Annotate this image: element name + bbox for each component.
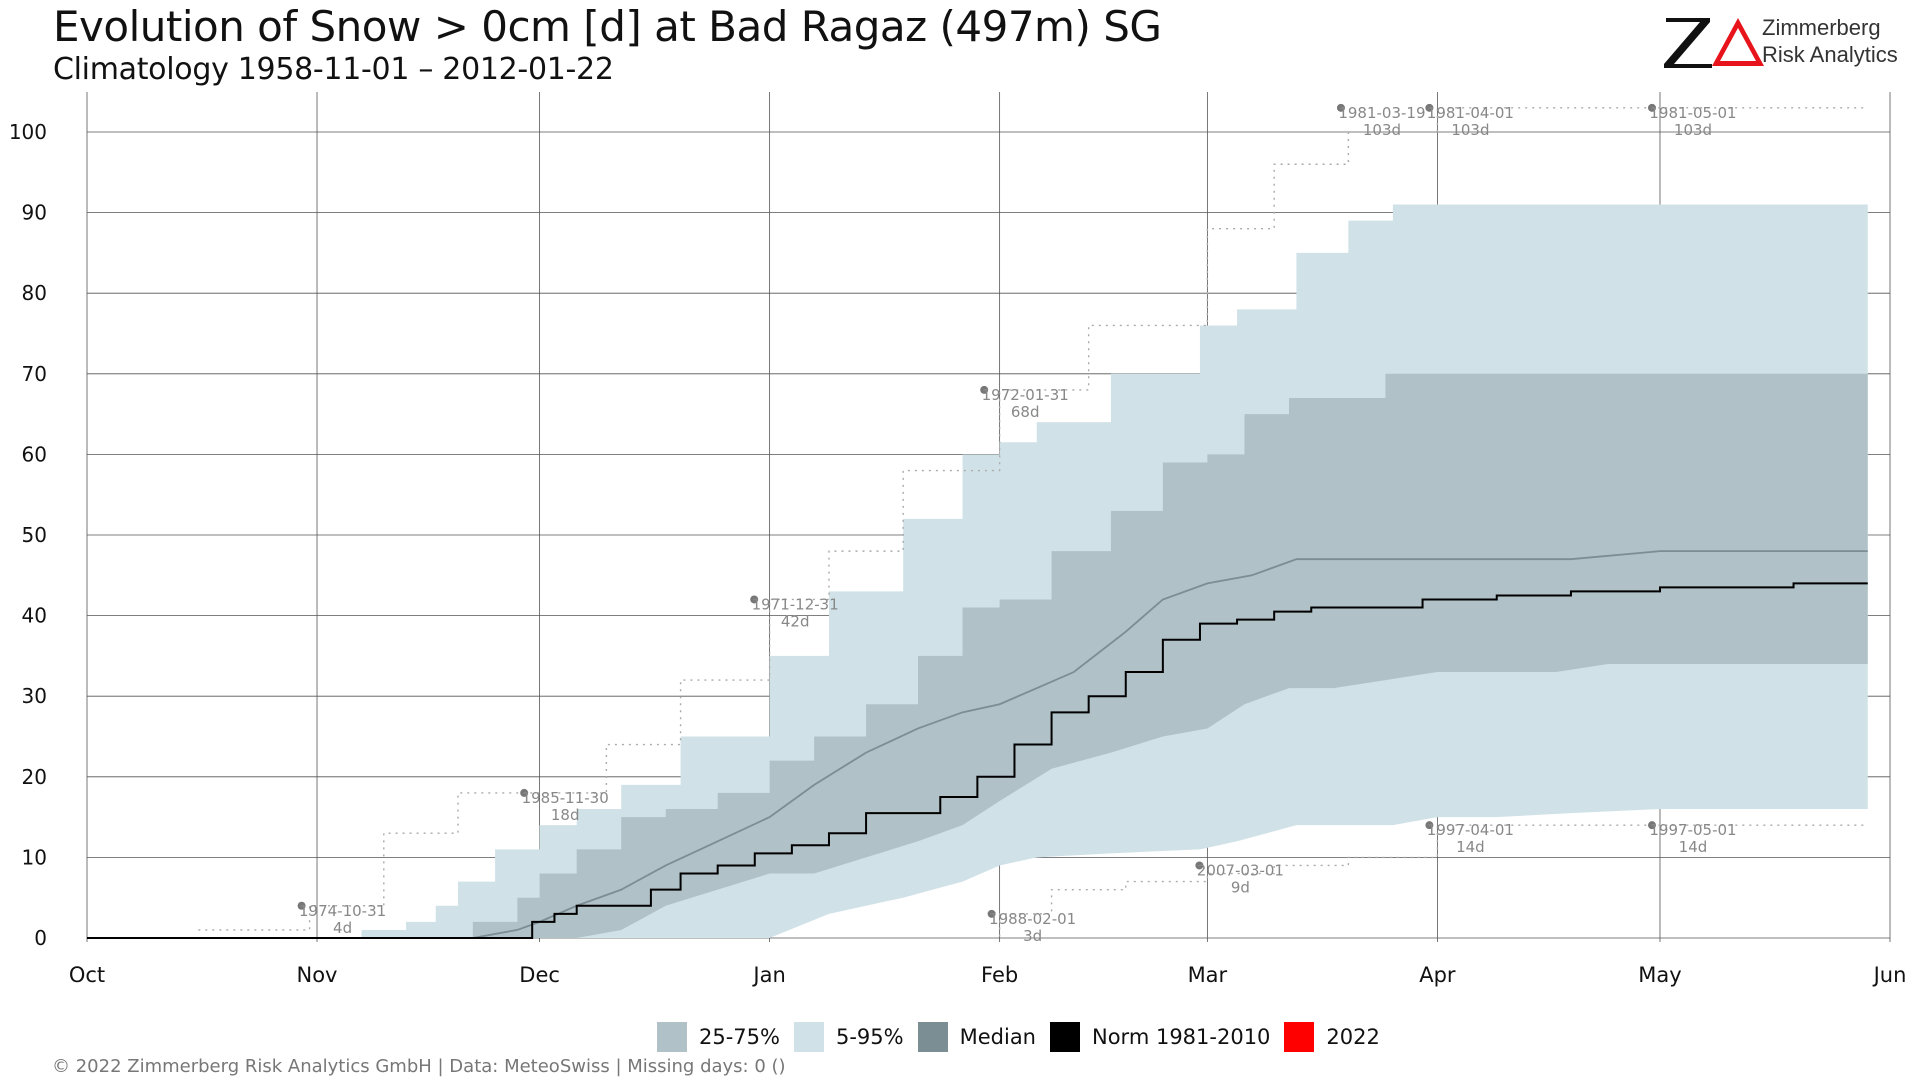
median-line <box>87 550 1868 939</box>
annotation-date: 2007-03-01 <box>1197 861 1284 879</box>
y-tick-label: 10 <box>22 845 47 869</box>
x-tick-label: Jan <box>751 963 785 987</box>
norm-line <box>87 582 1868 939</box>
annotation-dot <box>1425 103 1434 112</box>
annotation-date: 1985-11-30 <box>522 789 609 807</box>
percentile-bands <box>87 204 1868 939</box>
y-tick-label: 20 <box>22 765 47 789</box>
annotation-dot <box>1195 861 1204 870</box>
legend: 25-75% 5-95% Median Norm 1981-2010 2022 <box>657 1020 1394 1054</box>
footer-credits: © 2022 Zimmerberg Risk Analytics GmbH | … <box>52 1056 786 1077</box>
annotation-date: 1981-05-01 <box>1649 104 1736 122</box>
zimmerberg-logo-icon <box>1664 18 1764 68</box>
y-tick-label: 50 <box>22 523 47 547</box>
x-tick-label: Dec <box>519 963 560 987</box>
annotation-dot <box>1336 103 1345 112</box>
annotation-value: 103d <box>1451 121 1489 139</box>
legend-label: 2022 <box>1326 1025 1380 1049</box>
extreme-lines <box>198 107 1868 939</box>
annotation-value: 68d <box>1011 403 1040 421</box>
legend-swatch <box>917 1022 948 1052</box>
annotation-dot <box>987 909 996 918</box>
annotation-value: 18d <box>551 806 580 824</box>
annotation-value: 14d <box>1456 838 1485 856</box>
legend-item: 2022 <box>1284 1022 1380 1052</box>
band-25-75 <box>87 373 1868 938</box>
x-tick-label: Mar <box>1188 963 1228 987</box>
y-tick-label: 40 <box>22 604 47 628</box>
extreme-lower-line <box>903 824 1868 939</box>
legend-swatch <box>1050 1022 1080 1052</box>
snow-days-chart: 1974-10-314d1985-11-3018d1971-12-3142d19… <box>9 92 1907 987</box>
x-tick-label: May <box>1638 963 1681 987</box>
annotation-dot <box>297 901 306 910</box>
annotation-date: 1997-05-01 <box>1649 821 1736 839</box>
logo-text: Zimmerberg Risk Analytics <box>1762 14 1898 68</box>
annotation-value: 9d <box>1231 878 1250 896</box>
legend-swatch <box>1284 1022 1315 1052</box>
annotation-date: 1981-03-19 <box>1338 104 1425 122</box>
annotation-dot <box>1647 821 1656 830</box>
annotation-dot <box>980 385 989 394</box>
annotation-dot <box>520 788 529 797</box>
legend-item: 25-75% <box>657 1022 780 1052</box>
chart-subtitle: Climatology 1958-11-01 – 2012-01-22 <box>53 52 614 87</box>
y-tick-label: 30 <box>22 684 47 708</box>
legend-label: 5-95% <box>835 1025 904 1049</box>
annotation-value: 14d <box>1679 838 1708 856</box>
annotation-date: 1971-12-31 <box>752 595 839 613</box>
annotations: 1974-10-314d1985-11-3018d1971-12-3142d19… <box>297 103 1737 945</box>
x-tick-label: Jun <box>1872 963 1907 987</box>
y-tick-label: 90 <box>22 201 47 225</box>
y-tick-label: 70 <box>22 362 47 386</box>
annotation-value: 103d <box>1363 121 1401 139</box>
y-tick-label: 80 <box>22 281 47 305</box>
x-tick-label: Apr <box>1419 963 1456 987</box>
annotation-dot <box>1425 821 1434 830</box>
annotation-value: 4d <box>333 919 352 937</box>
y-axis: 0 10 20 30 40 50 60 70 80 90 100 <box>9 120 47 950</box>
annotation-date: 1981-04-01 <box>1427 104 1514 122</box>
legend-item: 5-95% <box>793 1022 904 1052</box>
legend-item: Norm 1981-2010 <box>1050 1022 1270 1052</box>
logo-line2: Risk Analytics <box>1762 42 1898 67</box>
legend-label: 25-75% <box>699 1025 780 1049</box>
annotation-date: 1997-04-01 <box>1427 821 1514 839</box>
annotation-date: 1988-02-01 <box>989 910 1076 928</box>
y-tick-label: 100 <box>9 120 47 144</box>
series-lines <box>87 550 1868 939</box>
logo-line1: Zimmerberg <box>1762 15 1881 40</box>
annotation-dot <box>1647 103 1656 112</box>
x-axis: Oct Nov Dec Jan Feb Mar Apr May Jun <box>69 963 1907 987</box>
annotation-dot <box>750 595 759 604</box>
annotation-value: 42d <box>781 612 810 630</box>
annotation-date: 1972-01-31 <box>982 386 1069 404</box>
annotation-value: 3d <box>1023 927 1042 945</box>
y-tick-label: 60 <box>22 442 47 466</box>
legend-swatch <box>657 1022 687 1052</box>
annotation-value: 103d <box>1674 121 1712 139</box>
x-tick-label: Oct <box>69 963 105 987</box>
legend-item: Median <box>917 1022 1036 1052</box>
chart-title: Evolution of Snow > 0cm [d] at Bad Ragaz… <box>53 2 1162 51</box>
legend-label: Median <box>959 1025 1036 1049</box>
x-tick-label: Feb <box>981 963 1018 987</box>
x-tick-label: Nov <box>297 963 338 987</box>
annotation-date: 1974-10-31 <box>299 902 386 920</box>
y-tick-label: 0 <box>34 926 47 950</box>
legend-label: Norm 1981-2010 <box>1092 1025 1271 1049</box>
legend-swatch <box>793 1022 824 1052</box>
